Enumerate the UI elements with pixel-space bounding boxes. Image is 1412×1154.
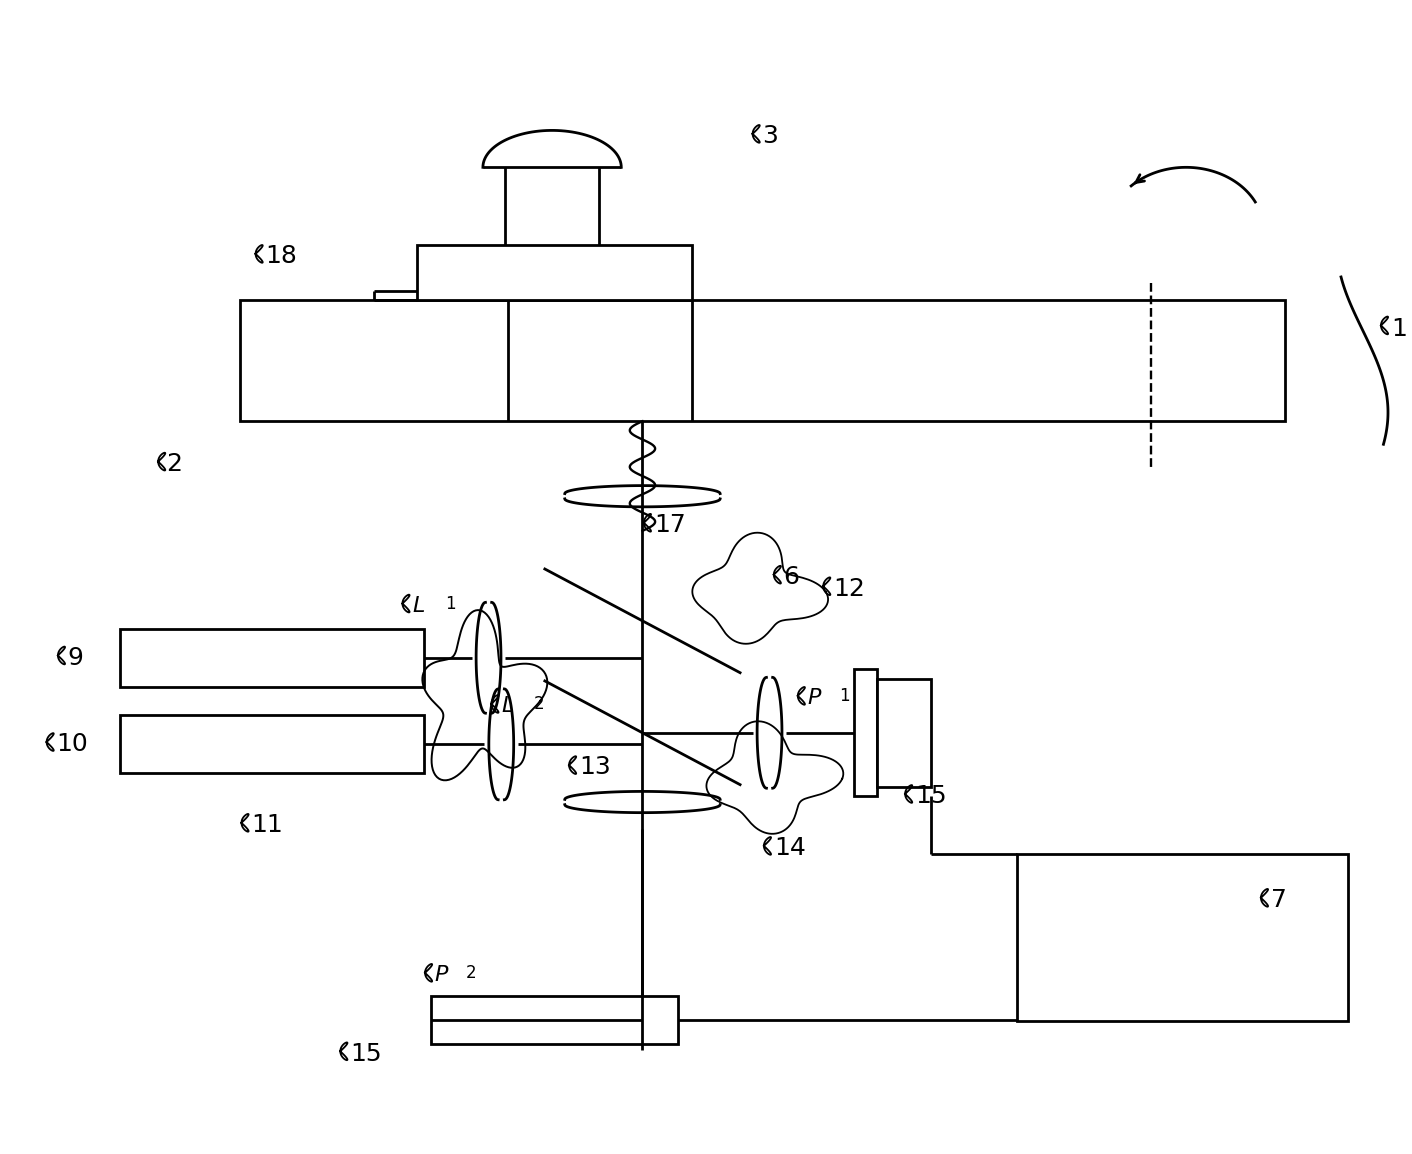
Text: 18: 18 bbox=[265, 245, 298, 268]
Text: 15: 15 bbox=[350, 1042, 381, 1065]
Text: L: L bbox=[412, 595, 425, 616]
Text: 10: 10 bbox=[56, 733, 88, 756]
Text: 12: 12 bbox=[833, 577, 866, 600]
Text: 11: 11 bbox=[251, 814, 282, 837]
Bar bbox=[1017, 854, 1348, 1021]
Text: 1: 1 bbox=[445, 594, 456, 613]
Bar bbox=[417, 245, 692, 300]
Bar bbox=[120, 629, 424, 687]
Text: P: P bbox=[435, 965, 448, 986]
Text: 3: 3 bbox=[762, 125, 778, 148]
Text: P: P bbox=[808, 688, 820, 709]
Text: 7: 7 bbox=[1271, 889, 1286, 912]
Text: 9: 9 bbox=[68, 646, 83, 669]
Text: 13: 13 bbox=[579, 756, 610, 779]
Text: 1: 1 bbox=[839, 687, 850, 705]
Bar bbox=[877, 679, 931, 787]
Text: L: L bbox=[501, 696, 514, 717]
Text: 2: 2 bbox=[167, 452, 182, 475]
Text: 2: 2 bbox=[534, 695, 545, 713]
Text: 1: 1 bbox=[1391, 317, 1406, 340]
Text: 15: 15 bbox=[915, 785, 946, 808]
Bar bbox=[431, 996, 678, 1044]
Bar bbox=[854, 669, 877, 796]
Bar bbox=[240, 300, 1285, 421]
Text: 17: 17 bbox=[654, 514, 685, 537]
Text: 6: 6 bbox=[784, 565, 799, 589]
Text: 2: 2 bbox=[466, 964, 477, 982]
Bar bbox=[120, 715, 424, 773]
Text: 14: 14 bbox=[774, 837, 806, 860]
